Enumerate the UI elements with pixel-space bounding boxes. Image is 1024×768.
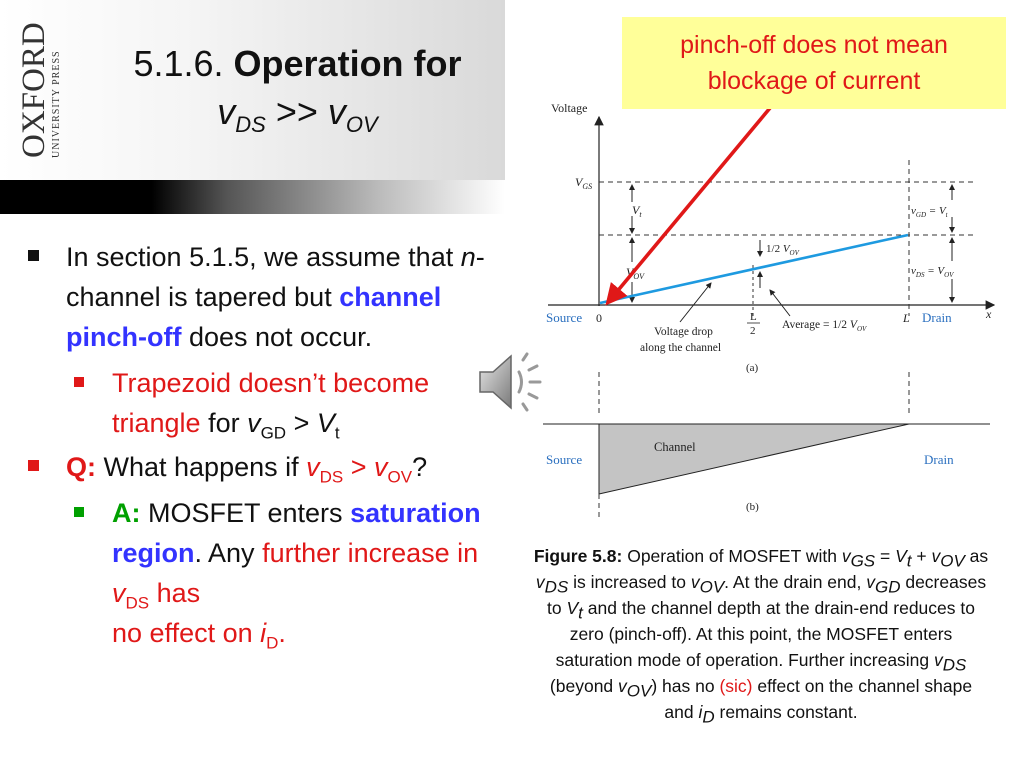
voltage-label: Voltage <box>551 101 587 115</box>
red-pointer-arrow <box>605 106 772 306</box>
square-bullet-icon <box>28 250 39 261</box>
vov-label: VOV <box>626 265 645 281</box>
drain-label-b: Drain <box>924 452 954 467</box>
title-number: 5.1.6. <box>133 43 224 84</box>
label-b: (b) <box>746 501 759 513</box>
along-channel-label: along the channel <box>640 342 721 354</box>
vt-label: Vt <box>632 203 642 219</box>
speaker-icon[interactable] <box>477 348 547 416</box>
l-over-2-den: 2 <box>750 325 756 337</box>
slide-title: 5.1.6. Operation for vDS >> vOV <box>133 43 462 138</box>
bullet-answer: A: MOSFET enters saturation region. Any … <box>74 493 498 653</box>
vgs-label: VGS <box>575 175 592 191</box>
channel-voltage-line <box>599 233 909 305</box>
half-vov-label: 1/2 VOV <box>766 243 800 257</box>
average-label: Average = 1/2 VOV <box>782 319 867 333</box>
gradient-divider <box>0 180 505 214</box>
x-axis-label: x <box>985 307 992 321</box>
bullet-list: In section 5.1.5, we assume that n-chann… <box>28 237 498 657</box>
logo-main-text: OXFORD <box>16 22 52 158</box>
pinch-off-callout: pinch-off does not mean blockage of curr… <box>622 17 1006 109</box>
title-bold: Operation for <box>233 43 462 84</box>
l-over-2-num: L <box>750 311 757 323</box>
oxford-logo: OXFORD UNIVERSITY PRESS <box>16 22 62 158</box>
label-a: (a) <box>746 362 759 374</box>
logo-sub-text: UNIVERSITY PRESS <box>51 50 62 158</box>
square-bullet-icon <box>28 460 39 471</box>
drain-label: Drain <box>922 310 952 325</box>
source-label: Source <box>546 310 582 325</box>
bullet-question: Q: What happens if vDS > vOV? <box>28 447 498 487</box>
square-bullet-icon <box>74 377 84 387</box>
zero-label: 0 <box>596 311 602 325</box>
bullet-trapezoid: Trapezoid doesn’t become triangle for vG… <box>74 363 498 443</box>
bullet-section-515: In section 5.1.5, we assume that n-chann… <box>28 237 498 357</box>
channel-shape <box>598 423 910 495</box>
figure-caption: Figure 5.8: Operation of MOSFET with vGS… <box>533 546 989 727</box>
voltage-drop-label: Voltage drop <box>654 326 713 338</box>
header-background <box>0 0 505 180</box>
square-bullet-icon <box>74 507 84 517</box>
l-label: L <box>902 311 910 325</box>
vds-label: vDS = VOV <box>911 265 954 279</box>
vgd-label: vGD = Vt <box>911 205 949 219</box>
channel-label: Channel <box>654 440 696 454</box>
source-label-b: Source <box>546 452 582 467</box>
